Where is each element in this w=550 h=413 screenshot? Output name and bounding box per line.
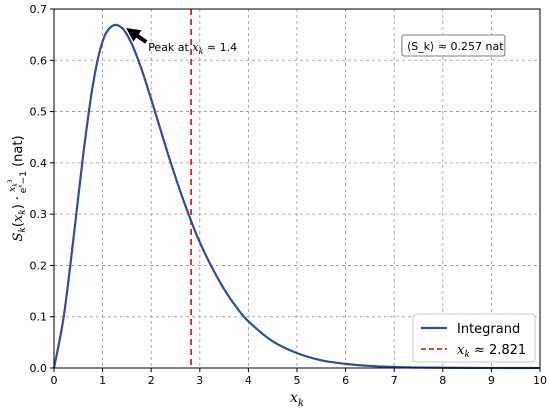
axis-ticks: 0 1 2 3 4 5 6 7 8 9 10 0.0 0.1 0.2 0.3 0.4 0.5 0.6 0.7 <box>30 3 548 387</box>
peak-annotation-text: Peak at xk ≈ 1.4 <box>148 41 237 56</box>
x-tick-label: 6 <box>342 374 349 387</box>
y-tick-label: 0.7 <box>30 3 48 16</box>
legend-box <box>412 313 536 363</box>
legend-label-integrand: Integrand <box>457 322 520 337</box>
y-axis-label: Sk(xk) · xk3ex−1 (nat) <box>7 135 29 241</box>
plot-data <box>52 9 541 370</box>
y-tick-label: 0.2 <box>30 259 48 272</box>
mean-annotation-box <box>401 34 506 57</box>
svg-text:Sk(xk) · xk3ex−1 (nat): Sk(xk) · xk3ex−1 (nat) <box>7 135 29 241</box>
y-tick-label: 0.0 <box>30 362 48 375</box>
x-tick-label: 8 <box>439 374 446 387</box>
y-tick-label: 0.6 <box>30 54 48 67</box>
x-tick-label: 9 <box>488 374 495 387</box>
x-tick-label: 2 <box>148 374 155 387</box>
x-tick-label: 5 <box>294 374 301 387</box>
mean-annotation-text: ⟨S_k⟩ ≈ 0.257 nat <box>407 40 504 53</box>
annotations: Peak at xk ≈ 1.4 ⟨S_k⟩ ≈ 0.257 nat <box>126 27 506 57</box>
peak-arrow-head <box>126 27 142 42</box>
x-tick-label: 0 <box>51 374 58 387</box>
x-tick-label: 4 <box>245 374 252 387</box>
x-tick-label: 7 <box>391 374 398 387</box>
x-tick-label: 3 <box>196 374 203 387</box>
y-tick-label: 0.1 <box>30 311 48 324</box>
y-tick-label: 0.5 <box>30 106 48 119</box>
series-line-integrand <box>52 23 541 370</box>
x-tick-label: 1 <box>99 374 106 387</box>
peak-arrow-shaft <box>134 33 148 44</box>
legend-label-threshold: xk ≈ 2.821 <box>457 343 526 360</box>
x-axis-label: xk <box>290 390 304 409</box>
y-tick-label: 0.3 <box>30 208 48 221</box>
x-tick-label: 10 <box>533 374 547 387</box>
legend: Integrand xk ≈ 2.821 <box>412 313 536 363</box>
y-tick-label: 0.4 <box>30 157 48 170</box>
